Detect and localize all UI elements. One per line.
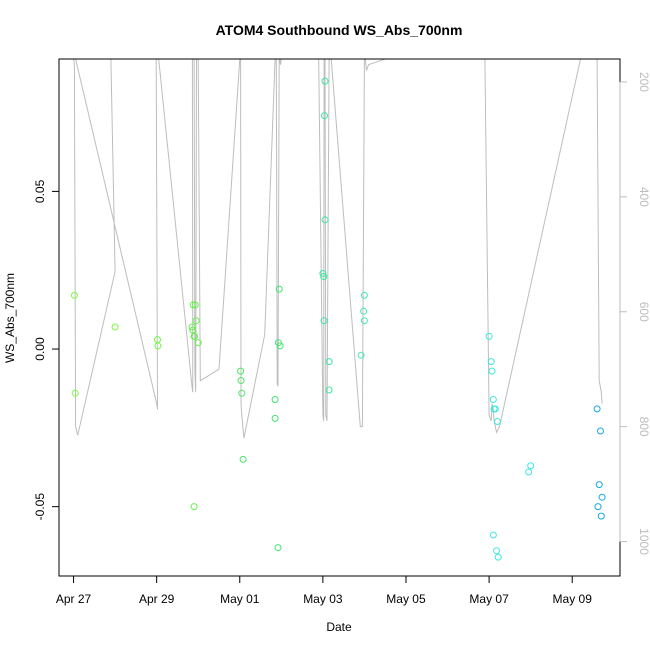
right-tick-label: 200 [637, 72, 650, 92]
data-point [70, 291, 78, 299]
y-tick-label: -0.05 [33, 493, 47, 521]
data-point [154, 342, 162, 350]
data-point [71, 389, 79, 397]
data-point [494, 553, 502, 561]
right-tick-label: 1000 [637, 528, 650, 555]
x-tick-label: Apr 29 [139, 592, 175, 606]
right-tick-label: 600 [637, 302, 650, 322]
data-point [319, 269, 327, 277]
data-point [189, 326, 197, 334]
data-point [325, 386, 333, 394]
altitude-line-layer [73, 59, 603, 439]
data-point [271, 396, 279, 403]
data-point [111, 323, 119, 331]
x-tick-label: Apr 27 [56, 592, 92, 606]
data-point [239, 455, 247, 463]
right-axis: 200 400 600 800 1000 [619, 72, 650, 555]
x-tick-label: May 03 [303, 592, 343, 606]
data-point [192, 317, 200, 325]
data-point [595, 481, 603, 489]
data-point [489, 531, 497, 539]
data-point [485, 332, 493, 340]
data-point [320, 273, 328, 280]
data-point [325, 358, 333, 366]
data-point [237, 377, 245, 384]
data-point [271, 414, 279, 422]
x-tick-label: May 05 [386, 592, 426, 606]
data-point [597, 427, 604, 435]
data-point [360, 291, 368, 299]
x-tick-label: May 01 [220, 592, 260, 606]
data-point [238, 389, 246, 397]
data-point [191, 301, 199, 309]
data-point [276, 342, 284, 350]
data-point [489, 396, 497, 403]
y-tick-label: 0.00 [33, 337, 47, 361]
x-tick-label: May 09 [553, 592, 593, 606]
data-point [275, 285, 283, 293]
data-point [525, 468, 533, 476]
data-point [493, 547, 501, 555]
data-point [191, 332, 198, 340]
x-axis: Apr 27 Apr 29 May 01 May 03 May 05 May 07 May … [56, 575, 593, 606]
data-point [491, 405, 499, 413]
data-point [274, 544, 282, 552]
data-point [188, 323, 196, 331]
data-point [321, 216, 329, 224]
data-point [190, 503, 198, 511]
right-tick-label: 800 [637, 417, 650, 437]
plot-frame [58, 58, 621, 577]
data-point [598, 493, 606, 501]
data-point [488, 367, 496, 375]
data-point [360, 307, 368, 315]
data-point [189, 301, 197, 309]
data-point [321, 112, 328, 120]
x-tick-label: May 07 [469, 592, 509, 606]
data-point [527, 462, 535, 470]
y-tick-label: 0.05 [33, 179, 47, 203]
y-axis-label: WS_Abs_700nm [3, 273, 17, 363]
data-point [237, 367, 245, 375]
data-point [357, 351, 365, 359]
data-point [194, 339, 202, 347]
data-point [493, 418, 501, 425]
x-axis-label: Date [326, 620, 352, 634]
data-point [594, 503, 602, 511]
data-point [320, 317, 328, 325]
chart-title: ATOM4 Southbound WS_Abs_700nm [216, 22, 463, 38]
right-tick-label: 400 [637, 187, 650, 207]
data-point [321, 77, 329, 85]
data-point [487, 358, 495, 366]
data-point [360, 317, 368, 325]
altitude-line [73, 59, 603, 439]
data-point [593, 405, 601, 413]
data-points-layer [70, 77, 606, 561]
y-axis: -0.05 0.00 0.05 [33, 179, 60, 521]
data-point [597, 512, 605, 520]
